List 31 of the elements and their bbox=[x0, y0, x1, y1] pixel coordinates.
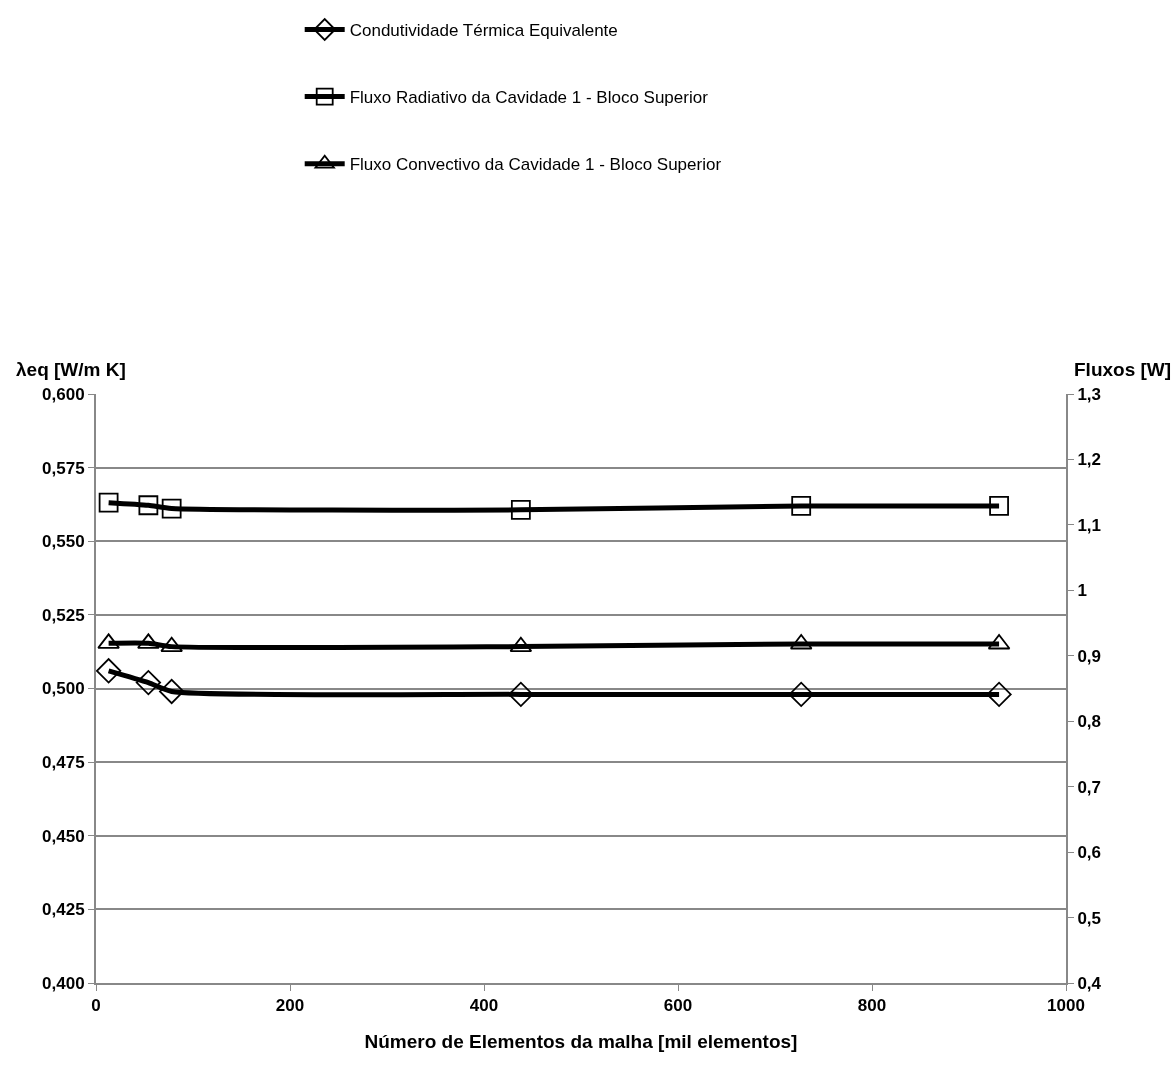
y2-tick-label: 0,8 bbox=[1077, 712, 1102, 732]
x-tick-label: 1000 bbox=[1047, 996, 1085, 1016]
x-axis-title: Número de Elementos da malha [mil elementos] bbox=[364, 1030, 798, 1052]
y-tick-label: 0,500 bbox=[42, 679, 85, 699]
y2-tick-label: 0,6 bbox=[1077, 843, 1102, 863]
legend-label: Condutividade Térmica Equivalente bbox=[349, 21, 618, 41]
y2-tick-label: 1 bbox=[1077, 581, 1087, 601]
y-tick-label: 0,575 bbox=[42, 458, 85, 478]
y-tick-label: 0,425 bbox=[42, 900, 85, 920]
y-tick-label: 0,550 bbox=[42, 532, 85, 552]
legend-label: Fluxo Convectivo da Cavidade 1 - Bloco Superior bbox=[349, 155, 722, 175]
y2-tick-label: 0,9 bbox=[1077, 646, 1102, 666]
y2-tick-label: 0,4 bbox=[1077, 973, 1102, 993]
y2-tick-label: 1,1 bbox=[1077, 515, 1102, 535]
x-tick-label: 600 bbox=[663, 996, 693, 1016]
y-tick-label: 0,525 bbox=[42, 605, 85, 625]
y-tick-label: 0,400 bbox=[42, 973, 85, 993]
x-tick-label: 800 bbox=[857, 996, 887, 1016]
legend-label: Fluxo Radiativo da Cavidade 1 - Bloco Superior bbox=[349, 88, 709, 108]
y2-tick-label: 1,3 bbox=[1077, 384, 1102, 404]
x-tick-label: 0 bbox=[91, 996, 101, 1016]
y-tick-label: 0,475 bbox=[42, 753, 85, 773]
y-axis-title: λeq [W/m K] bbox=[16, 359, 126, 380]
y-tick-label: 0,450 bbox=[42, 826, 85, 846]
x-tick-label: 200 bbox=[275, 996, 305, 1016]
y2-tick-label: 0,5 bbox=[1077, 908, 1102, 928]
y2-tick-label: 0,7 bbox=[1077, 777, 1102, 797]
y2-tick-label: 1,2 bbox=[1077, 450, 1102, 470]
y2-axis-title: Fluxos [W] bbox=[1074, 359, 1171, 380]
x-tick-label: 400 bbox=[469, 996, 499, 1016]
y-tick-label: 0,600 bbox=[42, 384, 85, 404]
